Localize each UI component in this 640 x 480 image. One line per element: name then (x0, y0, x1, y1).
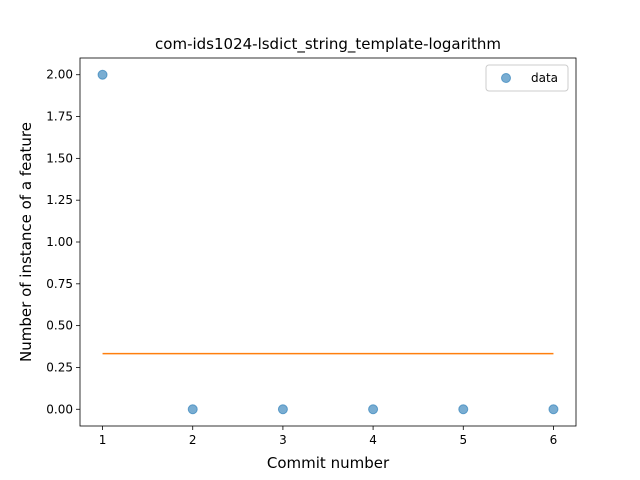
y-axis-ticks: 0.00 0.25 0.50 0.75 1.00 1.25 1.50 1.75 2.00 (46, 68, 80, 416)
x-tick-label: 2 (189, 433, 197, 447)
y-axis-label: Number of instance of a feature (17, 122, 35, 362)
data-point (368, 404, 379, 415)
y-tick-label: 1.75 (46, 110, 73, 124)
y-tick-label: 0.50 (46, 319, 73, 333)
x-tick-label: 1 (99, 433, 107, 447)
y-tick-label: 1.50 (46, 151, 73, 165)
y-tick-label: 1.00 (46, 235, 73, 249)
y-tick-label: 0.75 (46, 277, 73, 291)
y-tick-label: 2.00 (46, 68, 73, 82)
chart-title: com-ids1024-lsdict_string_template-logar… (155, 35, 501, 54)
y-tick-label: 1.25 (46, 193, 73, 207)
x-tick-label: 5 (459, 433, 467, 447)
data-point (97, 69, 108, 80)
x-axis-label: Commit number (267, 454, 390, 472)
x-tick-label: 3 (279, 433, 287, 447)
legend-label: data (531, 71, 558, 85)
data-point (277, 404, 288, 415)
data-point (187, 404, 198, 415)
legend-box (485, 64, 569, 92)
data-point (458, 404, 469, 415)
data-point (548, 404, 559, 415)
legend-marker (501, 73, 511, 83)
x-tick-label: 4 (369, 433, 377, 447)
y-tick-label: 0.00 (46, 402, 73, 416)
y-tick-label: 0.25 (46, 360, 73, 374)
x-tick-label: 6 (550, 433, 558, 447)
legend: data (485, 64, 569, 92)
x-axis-ticks: 1 2 3 4 5 6 (99, 426, 558, 447)
series-layer (97, 69, 559, 415)
